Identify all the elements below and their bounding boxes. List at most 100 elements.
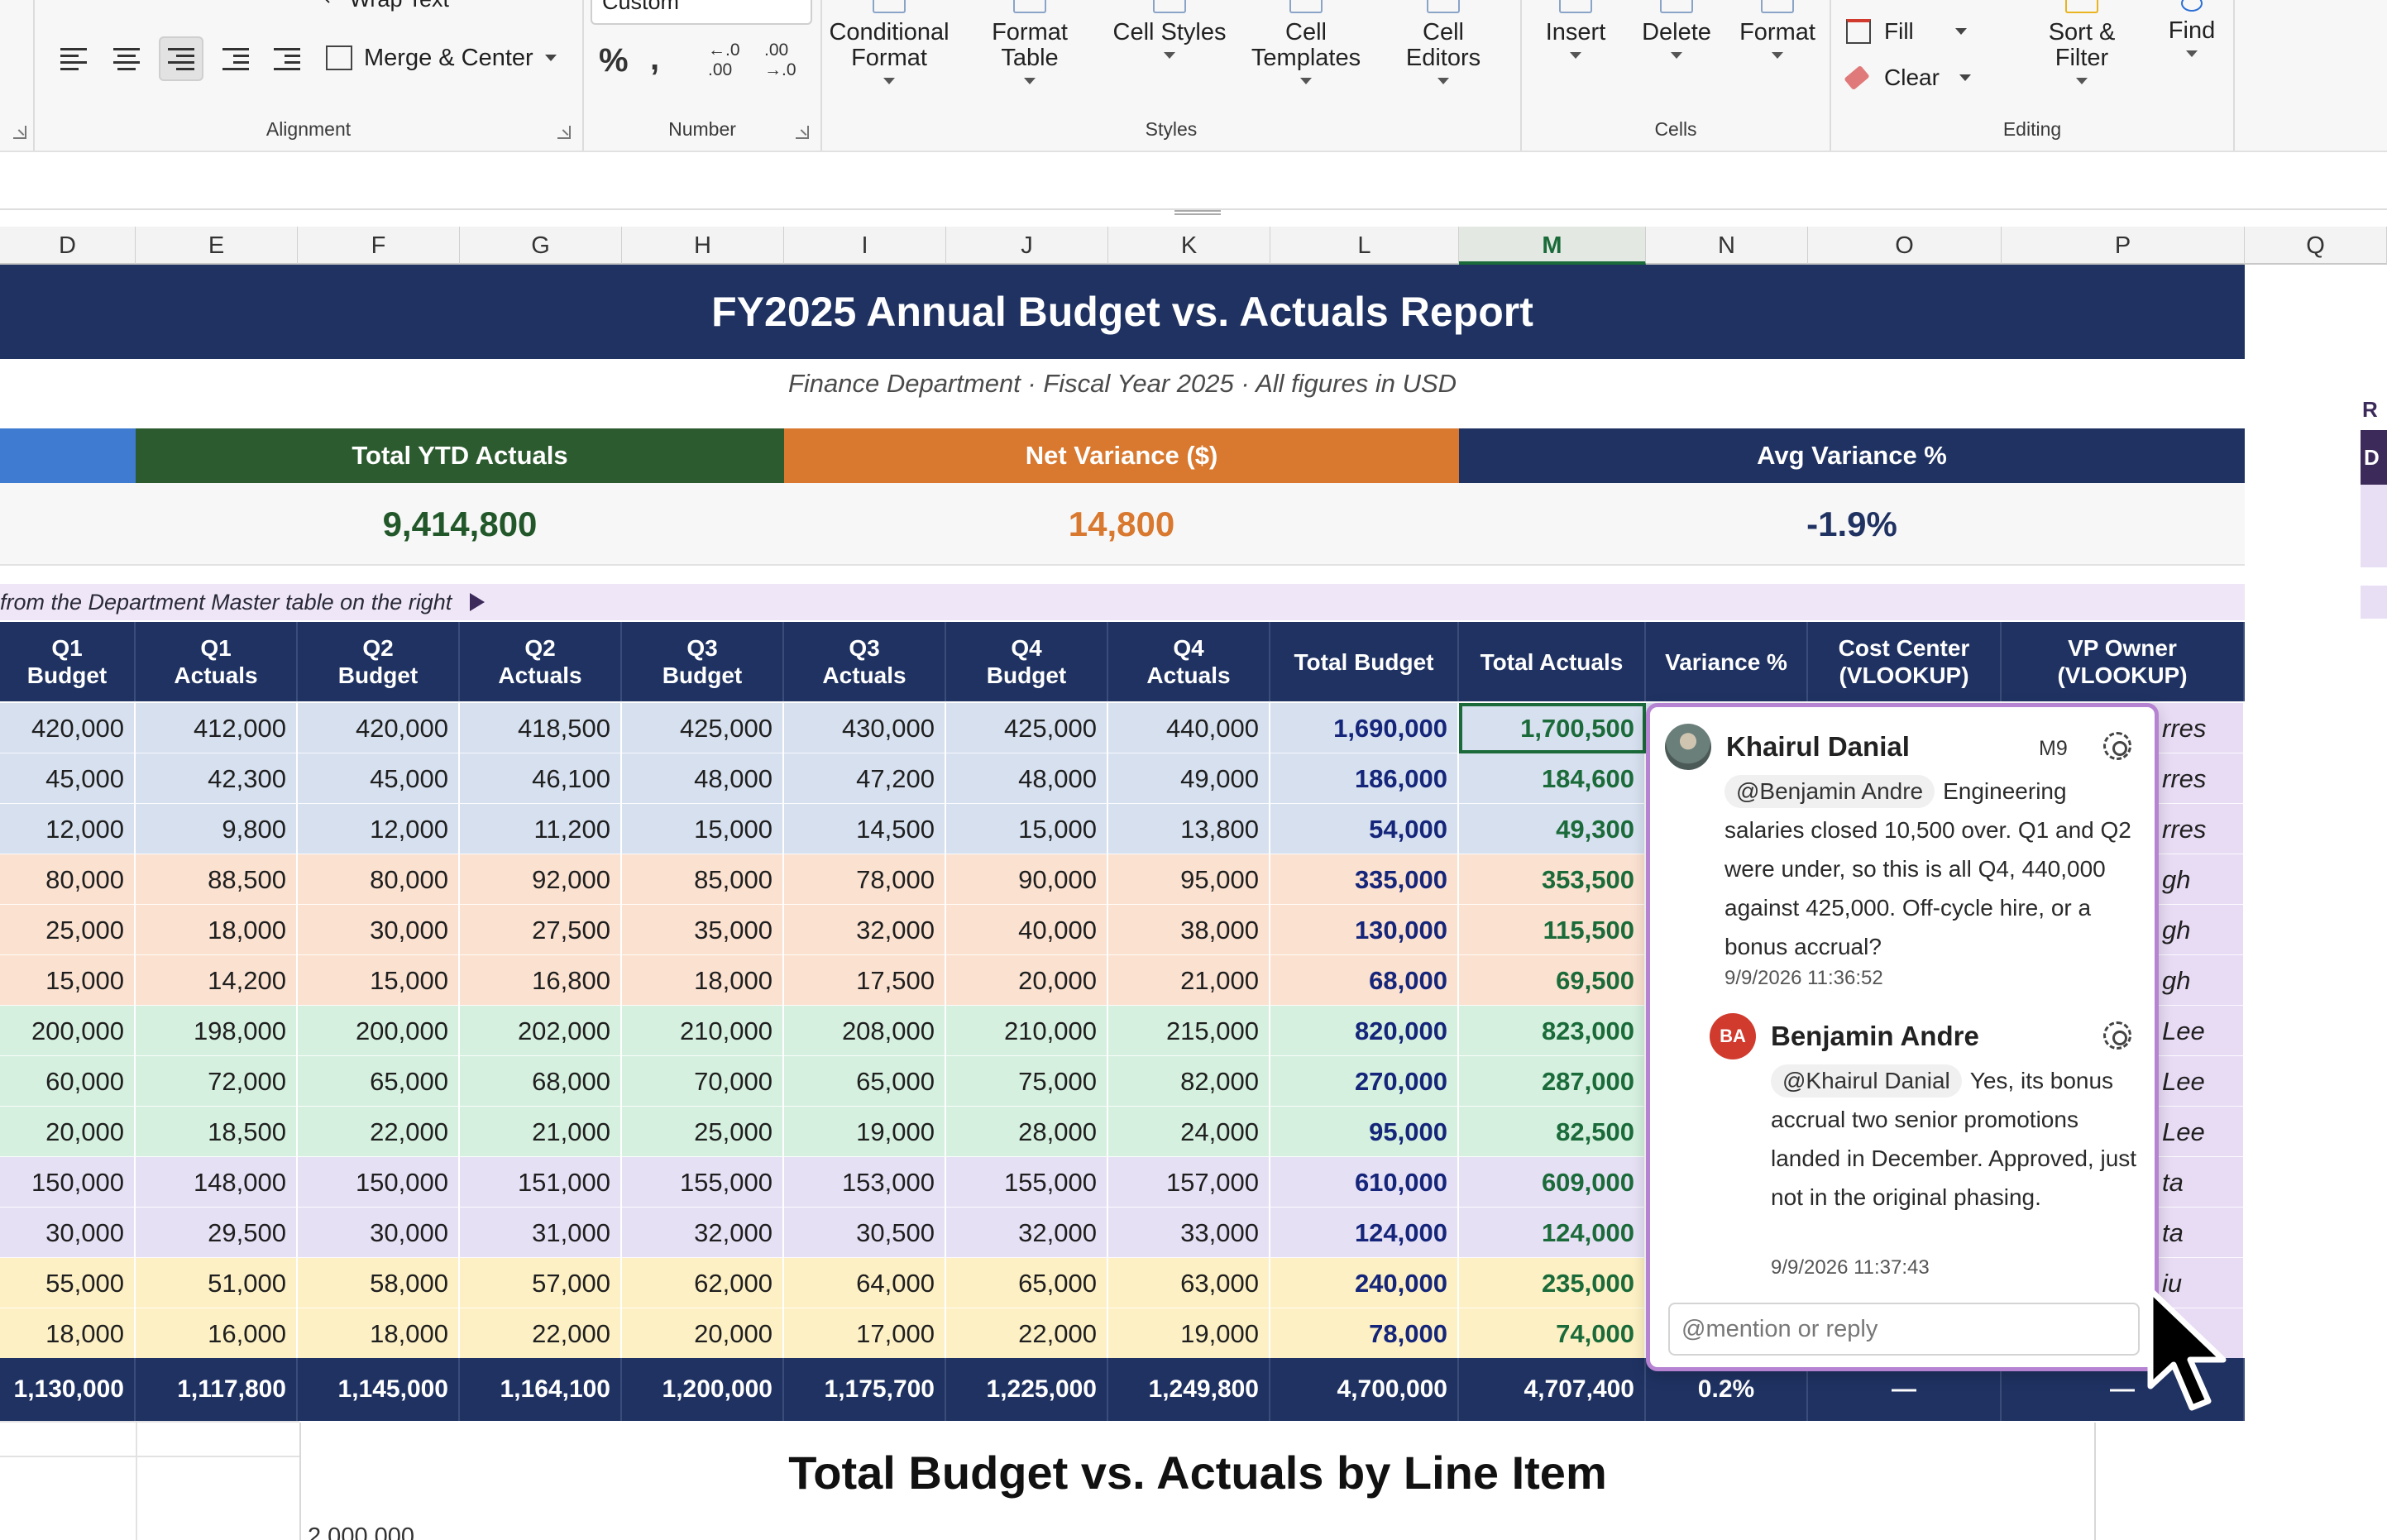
- table-cell[interactable]: 48,000: [946, 753, 1108, 804]
- increase-indent-button[interactable]: [265, 36, 309, 81]
- table-cell[interactable]: 49,000: [1108, 753, 1270, 804]
- table-cell[interactable]: 17,500: [784, 955, 946, 1006]
- total-cell[interactable]: 1,164,100: [460, 1358, 622, 1421]
- kpi-value[interactable]: -1.9%: [1806, 505, 1897, 543]
- total-cell[interactable]: —: [2002, 1358, 2245, 1421]
- mention-chip[interactable]: @Khairul Danial: [1771, 1064, 1962, 1098]
- table-cell[interactable]: 32,000: [622, 1208, 784, 1258]
- table-cell[interactable]: 270,000: [1270, 1056, 1459, 1107]
- table-cell[interactable]: 15,000: [298, 955, 460, 1006]
- table-header-cell[interactable]: Q1 Budget: [0, 622, 136, 701]
- table-cell[interactable]: 215,000: [1108, 1006, 1270, 1056]
- table-cell[interactable]: 240,000: [1270, 1258, 1459, 1308]
- table-cell[interactable]: 150,000: [0, 1157, 136, 1208]
- column-header-j[interactable]: J: [946, 227, 1108, 265]
- total-cell[interactable]: 1,249,800: [1108, 1358, 1270, 1421]
- cell-editors-button[interactable]: Cell Editors: [1381, 0, 1505, 84]
- mention-chip[interactable]: @Benjamin Andre: [1724, 775, 1935, 808]
- number-format-select[interactable]: Custom: [591, 0, 812, 25]
- table-cell[interactable]: 1,690,000: [1270, 703, 1459, 753]
- table-cell[interactable]: 14,200: [136, 955, 298, 1006]
- table-cell[interactable]: 148,000: [136, 1157, 298, 1208]
- insert-button[interactable]: Insert: [1522, 0, 1629, 59]
- sort-filter-button[interactable]: Sort & Filter: [2020, 0, 2144, 84]
- table-cell[interactable]: 16,000: [136, 1308, 298, 1359]
- table-cell[interactable]: 74,000: [1459, 1308, 1646, 1359]
- table-cell[interactable]: 19,000: [784, 1107, 946, 1157]
- conditional-format-button[interactable]: Conditional Format: [827, 0, 951, 84]
- merge-center-button[interactable]: Merge & Center: [326, 41, 557, 74]
- table-cell[interactable]: 75,000: [946, 1056, 1108, 1107]
- table-cell[interactable]: 80,000: [298, 854, 460, 905]
- table-cell[interactable]: 130,000: [1270, 905, 1459, 955]
- table-cell[interactable]: 30,000: [298, 1208, 460, 1258]
- table-cell[interactable]: 49,300: [1459, 804, 1646, 854]
- table-cell[interactable]: 85,000: [622, 854, 784, 905]
- table-cell[interactable]: 28,000: [946, 1107, 1108, 1157]
- comma-style-button[interactable]: ,: [650, 36, 659, 81]
- table-cell[interactable]: 18,000: [0, 1308, 136, 1359]
- table-cell[interactable]: 45,000: [298, 753, 460, 804]
- fill-button[interactable]: Fill: [1846, 15, 1967, 48]
- table-cell[interactable]: 68,000: [460, 1056, 622, 1107]
- percent-style-button[interactable]: %: [599, 38, 629, 83]
- table-cell[interactable]: 420,000: [0, 703, 136, 753]
- table-header-cell[interactable]: Total Actuals: [1459, 622, 1646, 701]
- total-cell[interactable]: 4,700,000: [1270, 1358, 1459, 1421]
- table-header-cell[interactable]: VP Owner (VLOOKUP): [2002, 622, 2245, 701]
- table-cell[interactable]: 22,000: [298, 1107, 460, 1157]
- cell-templates-button[interactable]: Cell Templates: [1244, 0, 1368, 84]
- column-header-l[interactable]: L: [1270, 227, 1459, 265]
- table-cell[interactable]: 63,000: [1108, 1258, 1270, 1308]
- table-cell[interactable]: 82,000: [1108, 1056, 1270, 1107]
- reply-input[interactable]: @mention or reply: [1668, 1303, 2140, 1356]
- delete-button[interactable]: Delete: [1623, 0, 1730, 59]
- table-cell[interactable]: 95,000: [1270, 1107, 1459, 1157]
- table-cell[interactable]: 18,000: [298, 1308, 460, 1359]
- increase-decimal-button[interactable]: ←.0.00: [708, 41, 740, 79]
- table-cell[interactable]: 200,000: [0, 1006, 136, 1056]
- table-cell[interactable]: 25,000: [0, 905, 136, 955]
- table-cell[interactable]: 430,000: [784, 703, 946, 753]
- table-cell[interactable]: 155,000: [946, 1157, 1108, 1208]
- total-cell[interactable]: 4,707,400: [1459, 1358, 1646, 1421]
- table-cell[interactable]: 60,000: [0, 1056, 136, 1107]
- align-center-button[interactable]: [104, 36, 149, 81]
- table-cell[interactable]: 19,000: [1108, 1308, 1270, 1359]
- table-cell[interactable]: 14,500: [784, 804, 946, 854]
- column-header-e[interactable]: E: [136, 227, 298, 265]
- table-cell[interactable]: 412,000: [136, 703, 298, 753]
- table-header-cell[interactable]: Q3 Actuals: [784, 622, 946, 701]
- table-cell[interactable]: 31,000: [460, 1208, 622, 1258]
- table-cell[interactable]: 18,000: [622, 955, 784, 1006]
- table-cell[interactable]: 47,200: [784, 753, 946, 804]
- gear-icon[interactable]: [2103, 1021, 2131, 1050]
- table-cell[interactable]: 20,000: [0, 1107, 136, 1157]
- find-button[interactable]: Find: [2142, 0, 2241, 57]
- table-cell[interactable]: 202,000: [460, 1006, 622, 1056]
- align-right-button[interactable]: [159, 36, 203, 81]
- total-cell[interactable]: —: [1808, 1358, 2002, 1421]
- formula-bar[interactable]: [0, 154, 2387, 210]
- total-cell[interactable]: 1,130,000: [0, 1358, 136, 1421]
- table-cell[interactable]: 200,000: [298, 1006, 460, 1056]
- table-cell[interactable]: 155,000: [622, 1157, 784, 1208]
- column-header-g[interactable]: G: [460, 227, 622, 265]
- table-cell[interactable]: 92,000: [460, 854, 622, 905]
- number-launcher-icon[interactable]: [796, 126, 809, 139]
- column-header-k[interactable]: K: [1108, 227, 1270, 265]
- table-cell[interactable]: 157,000: [1108, 1157, 1270, 1208]
- table-cell[interactable]: 30,000: [0, 1208, 136, 1258]
- table-cell[interactable]: 151,000: [460, 1157, 622, 1208]
- resize-grip-icon[interactable]: [1174, 210, 1221, 215]
- table-cell[interactable]: 198,000: [136, 1006, 298, 1056]
- table-cell[interactable]: 16,800: [460, 955, 622, 1006]
- table-cell[interactable]: 420,000: [298, 703, 460, 753]
- table-cell[interactable]: 29,500: [136, 1208, 298, 1258]
- table-cell[interactable]: 88,500: [136, 854, 298, 905]
- table-cell[interactable]: 65,000: [784, 1056, 946, 1107]
- table-cell[interactable]: 62,000: [622, 1258, 784, 1308]
- align-left-button[interactable]: [51, 36, 96, 81]
- table-cell[interactable]: 70,000: [622, 1056, 784, 1107]
- table-cell[interactable]: 58,000: [298, 1258, 460, 1308]
